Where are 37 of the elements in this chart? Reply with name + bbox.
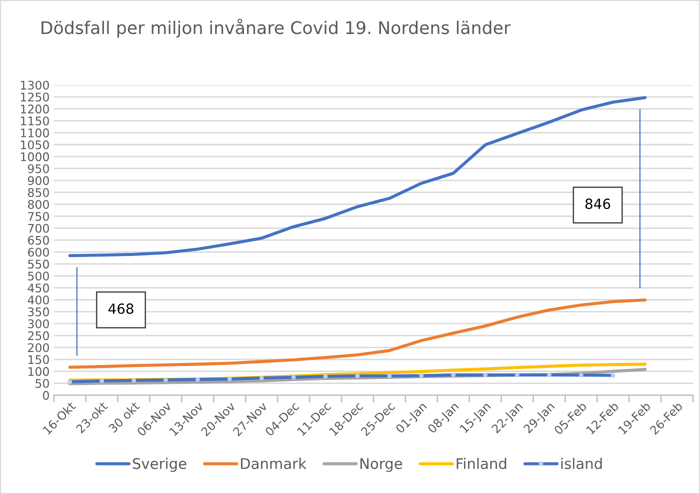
y-tick-label: 350	[28, 307, 49, 316]
legend-label: Finland	[456, 458, 506, 470]
y-tick-label: 1100	[20, 128, 49, 138]
y-tick-label: 900	[28, 176, 49, 186]
y-tick-label: 1050	[20, 140, 49, 150]
y-tick-label: 600	[28, 248, 49, 257]
y-tick-label: 400	[28, 295, 49, 304]
y-tick-label: 250	[28, 331, 49, 340]
y-tick-label: 150	[28, 355, 49, 364]
y-tick-label: 750	[28, 212, 49, 221]
y-tick-label: 1000	[20, 152, 49, 162]
y-tick-label: 1150	[20, 116, 49, 126]
legend-label: Norge	[360, 458, 402, 472]
y-tick-label: 200	[28, 343, 49, 352]
y-tick-label: 1250	[20, 92, 49, 102]
chart-title: Dödsfall per miljon invånare Covid 19. Nordens länder	[42, 18, 511, 38]
y-tick-label: 0	[43, 390, 49, 400]
y-tick-label: 550	[28, 260, 49, 269]
y-tick-label: 1300	[20, 80, 49, 90]
y-tick-label: 500	[28, 272, 49, 281]
y-tick-label: 950	[28, 164, 49, 174]
line-series	[68, 298, 647, 369]
y-tick-label: 100	[28, 367, 49, 376]
y-tick-label: 300	[28, 319, 49, 328]
annotation: 468	[108, 303, 134, 314]
y-tick-label: 850	[28, 188, 49, 198]
legend-label: Danmark	[240, 458, 306, 470]
y-tick-label: 450	[28, 284, 49, 292]
legend-label: island	[561, 458, 602, 470]
y-tick-label: 1200	[20, 104, 49, 114]
line-series	[68, 96, 647, 258]
annotation: 846	[585, 198, 610, 210]
y-tick-label: 800	[28, 200, 49, 209]
y-tick-label: 650	[28, 236, 49, 245]
legend-label: Sverige	[132, 458, 186, 472]
y-tick-label: 700	[28, 224, 49, 233]
y-tick-label: 50	[36, 378, 49, 388]
